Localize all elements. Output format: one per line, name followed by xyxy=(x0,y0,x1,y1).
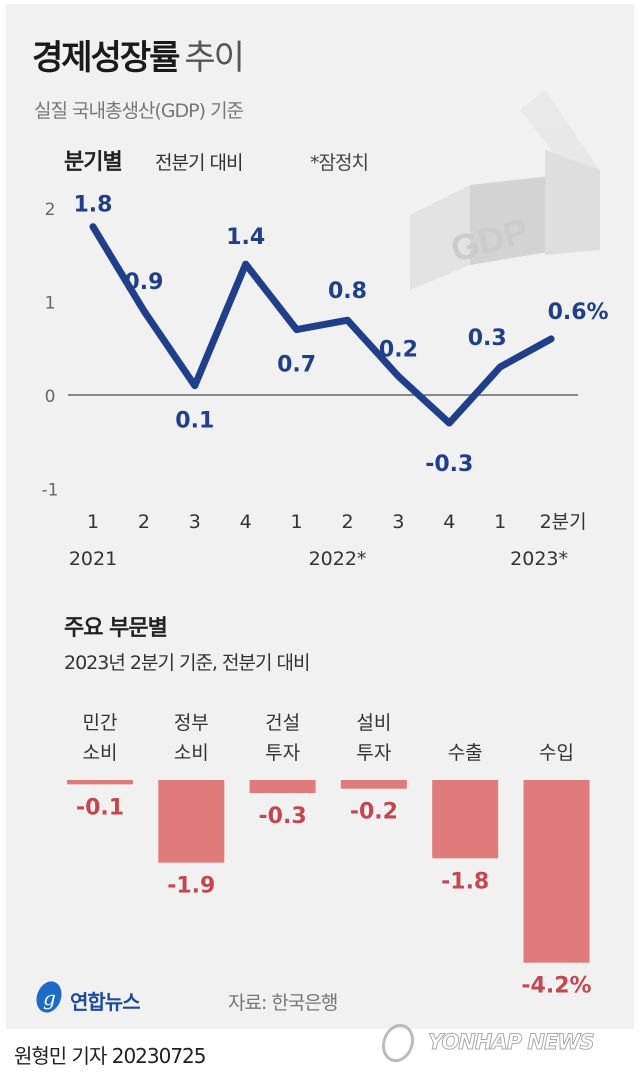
data-label: 1.8 xyxy=(74,193,113,218)
data-point xyxy=(191,382,198,389)
data-label: 0.9 xyxy=(124,270,163,295)
title-bold: 경제성장률 xyxy=(32,38,180,78)
gdp-growth-line xyxy=(89,223,555,427)
data-point xyxy=(140,307,147,314)
data-point xyxy=(242,261,249,268)
yonhap-logo-icon: g xyxy=(36,981,62,1013)
data-point xyxy=(446,420,453,427)
category-label: 건설 xyxy=(265,712,300,734)
bar-value-label: -0.3 xyxy=(259,804,307,829)
y-tick-label: 2 xyxy=(45,200,56,220)
watermark-logo-icon xyxy=(381,1023,415,1063)
bar xyxy=(340,780,407,789)
bar-value-label: -1.9 xyxy=(167,874,215,899)
data-label: -0.3 xyxy=(425,452,473,477)
data-point xyxy=(497,363,504,370)
x-tick-label: 3 xyxy=(392,511,404,533)
data-label: 0.3 xyxy=(468,326,507,351)
x-tick-label: 3 xyxy=(189,511,201,533)
author-date: 원형민 기자 20230725 xyxy=(14,1044,207,1068)
subtitle: 실질 국내총생산(GDP) 기준 xyxy=(34,100,244,122)
y-tick-label: 1 xyxy=(45,294,56,314)
svg-text:g: g xyxy=(43,986,56,1010)
category-label: 민간 xyxy=(83,712,118,734)
bar xyxy=(432,780,499,859)
category-label: 소비 xyxy=(83,742,118,764)
bar xyxy=(67,780,133,785)
bar-value-label: -0.2 xyxy=(350,800,398,825)
bar-value-label: -1.8 xyxy=(441,869,489,894)
x-tick-label: 2 xyxy=(138,511,150,533)
bar-value-label: -4.2% xyxy=(521,974,591,999)
title-light: 추이 xyxy=(184,38,245,78)
x-tick-label: 4 xyxy=(240,511,252,533)
provisional-note: *잠정치 xyxy=(310,152,369,174)
year-label: 2023* xyxy=(510,548,568,570)
section-sector-subtitle: 2023년 2분기 기준, 전분기 대비 xyxy=(64,652,310,674)
data-label: 0.1 xyxy=(175,409,214,434)
x-tick-label: 1 xyxy=(291,511,303,533)
category-label: 소비 xyxy=(174,742,209,764)
gdp-illustration: GDP xyxy=(410,90,600,290)
data-label: 0.7 xyxy=(277,353,316,378)
year-label: 2022* xyxy=(309,548,367,570)
category-label: 투자 xyxy=(356,742,391,764)
y-tick-label: 0 xyxy=(45,387,56,407)
data-label: 0.8 xyxy=(328,279,367,304)
yonhap-logo: 연합뉴스 xyxy=(70,990,141,1014)
data-point xyxy=(293,326,300,333)
data-label: 0.2 xyxy=(379,337,418,362)
page-title: 경제성장률 추이 xyxy=(32,30,245,79)
x-tick-label: 2분기 xyxy=(540,511,587,533)
x-tick-label: 1 xyxy=(494,511,506,533)
x-tick-label: 2 xyxy=(341,511,353,533)
x-tick-label: 1 xyxy=(87,511,99,533)
data-point xyxy=(395,373,402,380)
x-tick-label: 4 xyxy=(443,511,455,533)
bar xyxy=(158,780,225,863)
data-point xyxy=(548,335,555,342)
data-label: 0.6% xyxy=(548,300,609,325)
category-label: 정부 xyxy=(174,712,209,734)
category-label: 투자 xyxy=(265,742,300,764)
bar xyxy=(249,780,316,794)
category-label: 수출 xyxy=(448,742,483,764)
y-tick-label: -1 xyxy=(42,481,59,501)
watermark: YONHAP NEWS xyxy=(428,1030,596,1055)
category-label: 수입 xyxy=(539,742,574,764)
category-label: 설비 xyxy=(356,712,391,734)
section-quarterly-title: 분기별 xyxy=(64,150,123,175)
data-label: 1.4 xyxy=(226,225,265,250)
section-quarterly-subtitle: 전분기 대비 xyxy=(155,152,243,174)
bar xyxy=(523,780,590,963)
section-sector-title: 주요 부문별 xyxy=(64,616,168,641)
year-label: 2021 xyxy=(69,548,117,570)
bar-value-label: -0.1 xyxy=(76,795,124,820)
data-point xyxy=(90,223,96,230)
data-point xyxy=(344,317,351,324)
source-text: 자료: 한국은행 xyxy=(228,992,338,1014)
